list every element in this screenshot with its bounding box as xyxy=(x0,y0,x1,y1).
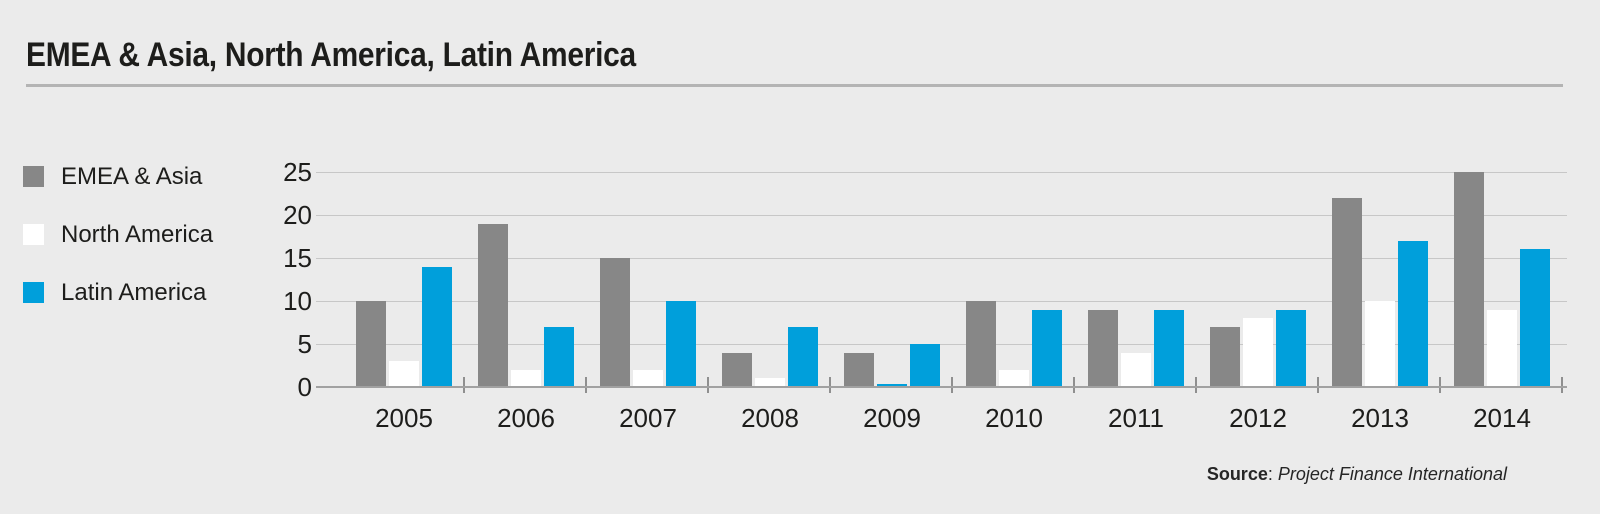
bar-emea-asia-2007 xyxy=(600,258,630,387)
x-axis-tick xyxy=(1073,377,1075,393)
x-axis-label: 2009 xyxy=(863,403,921,433)
bar-emea-asia-2012 xyxy=(1210,327,1240,387)
bar-emea-asia-2011 xyxy=(1088,310,1118,387)
bar-emea-asia-2010 xyxy=(966,301,996,387)
bar-north-america-2005 xyxy=(389,361,419,387)
legend-swatch-north-america xyxy=(23,224,44,245)
legend-swatch-latin-america xyxy=(23,282,44,303)
bar-north-america-2006 xyxy=(511,370,541,387)
y-axis-label: 10 xyxy=(283,286,312,316)
bar-north-america-2007 xyxy=(633,370,663,387)
x-axis-label: 2011 xyxy=(1108,403,1164,433)
bar-latin-america-2008 xyxy=(788,327,818,387)
legend-item-north-america: North America xyxy=(23,221,214,248)
bar-latin-america-2011 xyxy=(1154,310,1184,387)
x-axis-tick xyxy=(585,377,587,393)
x-axis-label: 2014 xyxy=(1473,403,1531,433)
title-underline xyxy=(26,84,1563,87)
x-axis-label: 2006 xyxy=(497,403,555,433)
source-text: Project Finance International xyxy=(1277,464,1507,484)
x-axis-label: 2008 xyxy=(741,403,799,433)
y-axis-label: 25 xyxy=(283,157,312,187)
legend-label-emea-asia: EMEA & Asia xyxy=(61,163,203,190)
x-axis-tick xyxy=(463,377,465,393)
gridline-10 xyxy=(316,301,1567,302)
x-axis-baseline xyxy=(316,386,1567,388)
y-axis-label: 0 xyxy=(297,372,312,402)
legend-swatch-emea-asia xyxy=(23,166,44,187)
x-axis-label: 2012 xyxy=(1229,403,1287,433)
x-axis-tick xyxy=(1195,377,1197,393)
x-axis-tick xyxy=(829,377,831,393)
bar-north-america-2009 xyxy=(877,384,907,387)
chart-title: EMEA & Asia, North America, Latin Americ… xyxy=(26,36,636,74)
source-line: Source: Project Finance International xyxy=(0,464,1507,485)
x-axis-tick xyxy=(951,377,953,393)
x-axis-tick xyxy=(1439,377,1441,393)
legend-label-north-america: North America xyxy=(61,221,214,248)
chart-legend: EMEA & Asia North America Latin America xyxy=(23,163,214,340)
gridline-5 xyxy=(316,344,1567,345)
bar-emea-asia-2009 xyxy=(844,353,874,387)
legend-item-emea-asia: EMEA & Asia xyxy=(23,163,213,190)
bar-latin-america-2007 xyxy=(666,301,696,387)
source-label: Source xyxy=(1206,464,1268,484)
bar-north-america-2014 xyxy=(1487,310,1517,387)
bar-north-america-2013 xyxy=(1365,301,1395,387)
x-axis-label: 2005 xyxy=(375,403,433,433)
bar-emea-asia-2006 xyxy=(478,224,508,387)
x-axis-tick xyxy=(707,377,709,393)
bar-north-america-2010 xyxy=(999,370,1029,387)
gridline-25 xyxy=(316,172,1567,173)
bar-latin-america-2005 xyxy=(422,267,452,387)
legend-item-latin-america: Latin America xyxy=(23,279,213,306)
gridline-15 xyxy=(316,258,1567,259)
x-axis-label: 2013 xyxy=(1351,403,1409,433)
x-axis-label: 2007 xyxy=(619,403,677,433)
bar-emea-asia-2008 xyxy=(722,353,752,387)
bar-north-america-2011 xyxy=(1121,353,1151,387)
bar-north-america-2008 xyxy=(755,378,785,387)
legend-label-latin-america: Latin America xyxy=(61,279,207,306)
x-axis-tick xyxy=(1317,377,1319,393)
x-axis-label: 2010 xyxy=(985,403,1043,433)
y-axis-label: 5 xyxy=(297,329,312,359)
bar-latin-america-2014 xyxy=(1520,249,1550,387)
bar-north-america-2012 xyxy=(1243,318,1273,387)
gridline-20 xyxy=(316,215,1567,216)
bar-latin-america-2013 xyxy=(1398,241,1428,387)
y-axis-label: 20 xyxy=(283,200,312,230)
bar-latin-america-2012 xyxy=(1276,310,1306,387)
bar-emea-asia-2013 xyxy=(1332,198,1362,387)
bar-latin-america-2010 xyxy=(1032,310,1062,387)
bar-emea-asia-2005 xyxy=(356,301,386,387)
y-axis-label: 15 xyxy=(283,243,312,273)
x-axis-tick xyxy=(1561,377,1563,393)
bar-latin-america-2009 xyxy=(910,344,940,387)
source-separator: : xyxy=(1267,464,1278,484)
bar-latin-america-2006 xyxy=(544,327,574,387)
bar-emea-asia-2014 xyxy=(1454,172,1484,387)
